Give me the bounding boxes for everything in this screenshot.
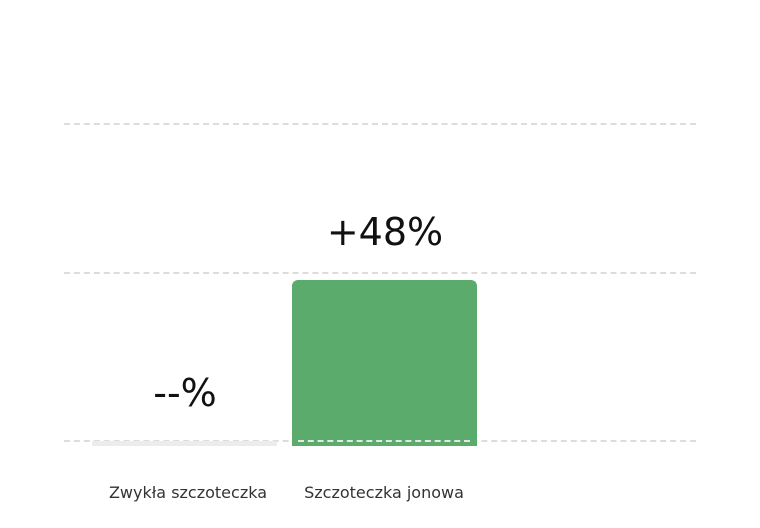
gridline: [64, 123, 696, 125]
value-label-zwykla-szczoteczka: --%: [153, 371, 217, 415]
bar-szczoteczka-jonowa: [292, 280, 477, 446]
value-label-szczoteczka-jonowa: +48%: [326, 210, 444, 254]
gridline: [64, 272, 696, 274]
category-label-szczoteczka-jonowa: Szczoteczka jonowa: [304, 483, 464, 502]
bar-zwykla-szczoteczka: [92, 441, 277, 446]
category-label-zwykla-szczoteczka: Zwykła szczoteczka: [108, 483, 268, 502]
gridline-over-bar: [298, 440, 470, 442]
